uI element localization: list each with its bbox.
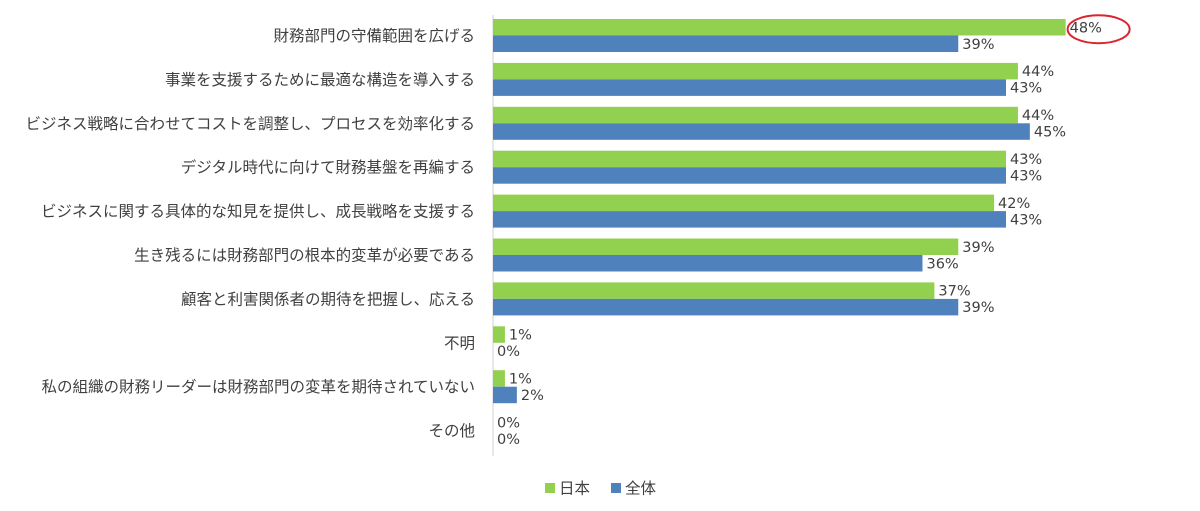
legend: 日本 全体: [545, 480, 657, 498]
data-label: 0%: [497, 415, 520, 431]
bar-overall: [493, 255, 923, 272]
category-label: 事業を支援するために最適な構造を導入する: [165, 71, 475, 89]
category-row: ビジネスに関する具体的な知見を提供し、成長戦略を支援する 42%43%: [41, 194, 1042, 228]
category-row: 財務部門の守備範囲を広げる 48% 39%: [273, 19, 1102, 53]
data-label: 39%: [962, 300, 994, 316]
category-label: 不明: [444, 334, 475, 352]
bar-japan: [493, 282, 935, 299]
category-row: その他 0%0%: [428, 415, 520, 448]
data-label: 36%: [926, 256, 958, 272]
data-label: 1%: [509, 328, 532, 344]
bar-japan: [493, 194, 995, 212]
data-label: 43%: [1010, 81, 1042, 97]
data-label: 44%: [1022, 108, 1054, 124]
bar-japan: [493, 326, 505, 343]
bar-overall: [493, 211, 1006, 228]
category-label: 生き残るには財務部門の根本的変革が必要である: [134, 247, 475, 265]
bar-japan: [493, 370, 505, 387]
category-row: 事業を支援するために最適な構造を導入する 44%43%: [165, 62, 1054, 97]
legend-swatch-overall: [611, 483, 621, 493]
data-label: 45%: [1034, 125, 1066, 141]
bar-japan: [493, 62, 1018, 80]
bar-overall: [493, 35, 959, 52]
bar-japan: [493, 150, 1006, 168]
data-label: 44%: [1022, 64, 1054, 80]
data-label: 43%: [1010, 212, 1042, 228]
category-row: ビジネス戦略に合わせてコストを調整し、プロセスを効率化する 44%45%: [25, 106, 1066, 141]
highlight-circle: [1066, 14, 1131, 45]
bar-japan: [493, 238, 959, 255]
data-label: 39%: [962, 240, 994, 256]
data-label: 42%: [998, 196, 1030, 212]
category-label: ビジネス戦略に合わせてコストを調整し、プロセスを効率化する: [25, 115, 475, 133]
data-label: 0%: [497, 344, 520, 360]
legend-swatch-japan: [545, 483, 555, 493]
bar-japan: [493, 19, 1066, 36]
chart-rows: 財務部門の守備範囲を広げる 48% 39% 事業を支援するために最適な構造を導入する 4…: [25, 19, 1102, 448]
data-label: 43%: [1010, 152, 1042, 168]
category-row: 私の組織の財務リーダーは財務部門の変革を期待されていない 1%2%: [41, 370, 544, 404]
bar-overall: [493, 79, 1006, 96]
category-row: 顧客と利害関係者の期待を把握し、応える 37%39%: [181, 282, 995, 316]
data-label: 1%: [509, 371, 532, 387]
data-label: 48%: [1070, 20, 1102, 36]
category-label: 顧客と利害関係者の期待を把握し、応える: [181, 290, 475, 308]
data-label: 43%: [1010, 168, 1042, 184]
category-label: ビジネスに関する具体的な知見を提供し、成長戦略を支援する: [41, 203, 475, 221]
category-label: 私の組織の財務リーダーは財務部門の変革を期待されていない: [41, 378, 475, 396]
category-row: デジタル時代に向けて財務基盤を再編する 43%43%: [181, 150, 1042, 184]
data-label: 37%: [938, 284, 970, 300]
legend-label: 日本: [559, 480, 590, 498]
category-label: 財務部門の守備範囲を広げる: [273, 27, 475, 45]
bar-overall: [493, 167, 1006, 184]
category-label: その他: [428, 422, 475, 440]
category-row: 生き残るには財務部門の根本的変革が必要である 39%36%: [134, 238, 995, 272]
bar-japan: [493, 106, 1018, 124]
data-label: 2%: [521, 388, 544, 404]
legend-label: 全体: [625, 480, 657, 498]
category-row: 不明 1%0%: [444, 326, 532, 360]
bar-overall: [493, 386, 517, 404]
bar-overall: [493, 298, 959, 316]
data-label: 39%: [962, 37, 994, 53]
category-label: デジタル時代に向けて財務基盤を再編する: [181, 158, 475, 177]
data-label: 0%: [497, 432, 520, 448]
bar-overall: [493, 123, 1030, 140]
